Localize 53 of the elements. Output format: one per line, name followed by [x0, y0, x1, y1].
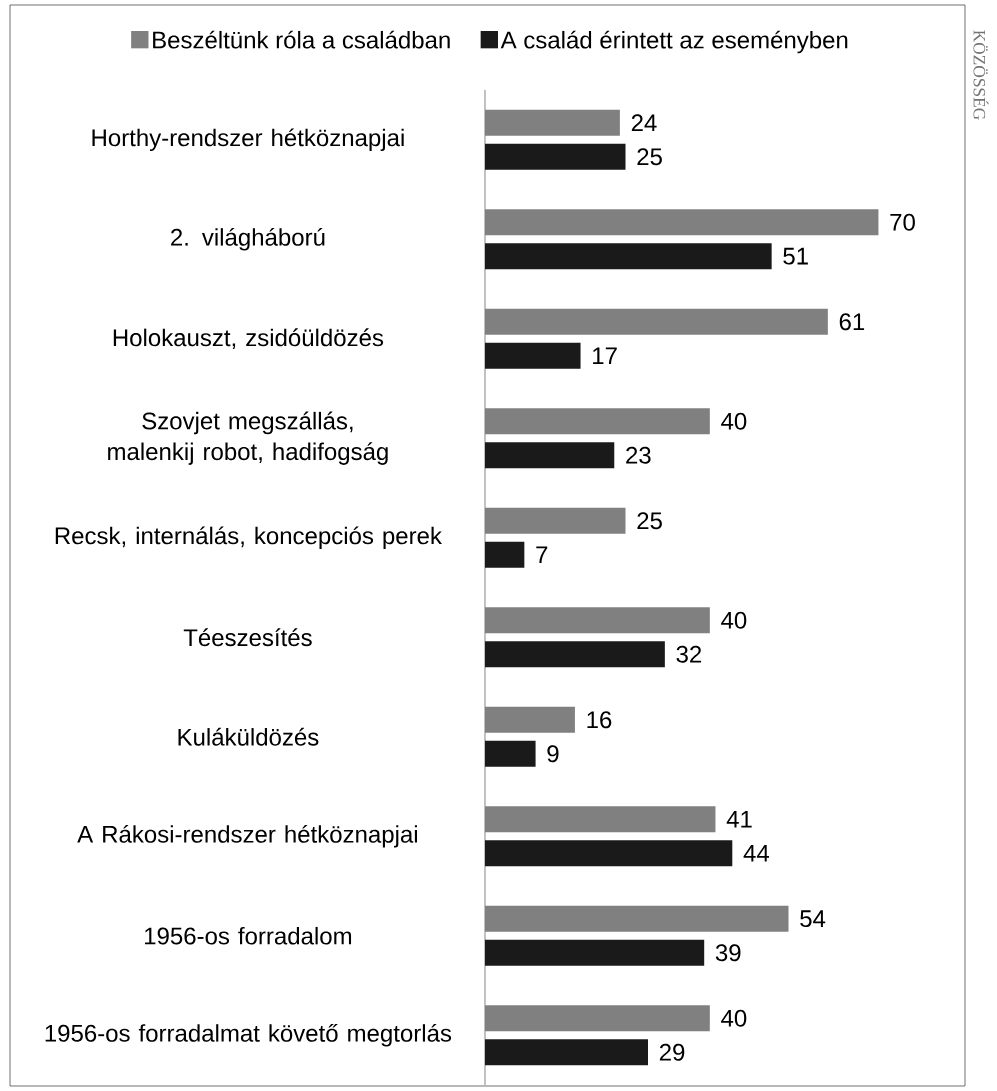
- data-label: 54: [800, 910, 826, 928]
- y-tick-label: Horthy-rendszer hétköznapjai: [92, 128, 404, 152]
- bar: [485, 1039, 648, 1066]
- data-label: 40: [721, 1009, 747, 1027]
- data-label: 40: [721, 611, 747, 629]
- y-tick-label: 2. világháború: [171, 227, 325, 251]
- data-label: 41: [726, 810, 752, 828]
- data-label: 61: [839, 313, 865, 331]
- y-tick-label: Recsk, internálás, koncepciós perek: [55, 526, 442, 550]
- bar: [485, 806, 716, 833]
- data-label: 29: [659, 1043, 685, 1061]
- bar: [485, 442, 615, 469]
- data-label: 9: [547, 745, 559, 763]
- bar: [485, 308, 828, 335]
- bar: [485, 840, 733, 867]
- data-label: 44: [743, 844, 770, 862]
- y-tick-label: 1956-os forradalmat követő megtorlás: [45, 1023, 452, 1047]
- bar: [485, 706, 575, 733]
- y-tick-label: Szovjet megszállás, malenkij robot, hadifogság: [108, 411, 388, 465]
- data-label: 40: [721, 412, 747, 430]
- y-tick-label: Holokauszt, zsidóüldözés: [113, 328, 384, 350]
- data-label: 17: [593, 347, 617, 364]
- bar: [485, 243, 772, 270]
- data-label: 16: [587, 711, 612, 729]
- data-label: 23: [626, 446, 651, 464]
- bar: [485, 143, 626, 170]
- data-label: 24: [631, 114, 657, 132]
- data-label: 25: [637, 512, 662, 530]
- bar: [485, 740, 536, 767]
- data-label: 32: [676, 645, 702, 663]
- bar: [485, 507, 626, 534]
- bar: [485, 541, 525, 568]
- y-tick-label: A Rákosi-rendszer hétköznapjai: [77, 824, 417, 848]
- text: KÖZÖSSÉG: [973, 30, 989, 120]
- bar: [485, 905, 789, 932]
- bar: [485, 342, 581, 369]
- bar: [485, 109, 620, 136]
- bar: [485, 209, 879, 236]
- data-label: 70: [890, 213, 915, 231]
- data-label: 7: [536, 546, 548, 563]
- bar: [485, 1005, 710, 1032]
- data-label: 51: [783, 247, 808, 265]
- y-tick-label: 1956-os forradalom: [145, 926, 352, 945]
- bar: [485, 408, 710, 435]
- data-label: 25: [637, 148, 662, 166]
- y-tick-label: Kuláküldözés: [178, 727, 319, 746]
- bar: [485, 607, 710, 634]
- legend-label: A család érintett az eseményben: [500, 30, 848, 54]
- legend-label: Beszéltünk róla a családban: [153, 30, 450, 49]
- y-tick-label: Téeszesítés: [183, 628, 312, 647]
- bar: [485, 641, 665, 668]
- bar: [485, 939, 705, 966]
- data-label: 39: [715, 944, 741, 962]
